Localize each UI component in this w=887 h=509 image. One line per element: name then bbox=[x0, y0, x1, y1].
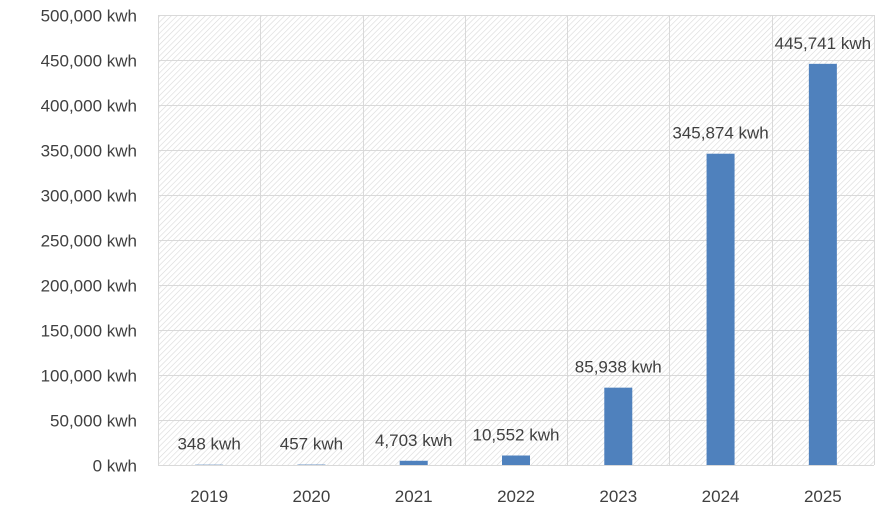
y-tick-label: 100,000 kwh bbox=[41, 367, 137, 386]
x-axis-tick-labels: 2019 2020 2021 2022 2023 2024 2025 bbox=[190, 487, 842, 506]
data-label: 457 kwh bbox=[280, 435, 343, 454]
bar-2021 bbox=[399, 460, 428, 465]
y-tick-label: 450,000 kwh bbox=[41, 52, 137, 71]
y-tick-label: 150,000 kwh bbox=[41, 322, 137, 341]
y-axis-tick-labels: 0 kwh 50,000 kwh 100,000 kwh 150,000 kwh 200… bbox=[41, 7, 137, 476]
x-tick-label: 2023 bbox=[599, 487, 637, 506]
y-tick-label: 300,000 kwh bbox=[41, 187, 137, 206]
y-tick-label: 50,000 kwh bbox=[50, 412, 137, 431]
y-tick-label: 500,000 kwh bbox=[41, 7, 137, 26]
bar-2023 bbox=[604, 387, 633, 465]
x-tick-label: 2019 bbox=[190, 487, 228, 506]
x-tick-label: 2024 bbox=[702, 487, 740, 506]
x-tick-label: 2025 bbox=[804, 487, 842, 506]
y-tick-label: 350,000 kwh bbox=[41, 142, 137, 161]
y-tick-label: 0 kwh bbox=[93, 457, 137, 476]
bar-2022 bbox=[502, 455, 530, 465]
y-tick-label: 250,000 kwh bbox=[41, 232, 137, 251]
y-tick-label: 200,000 kwh bbox=[41, 277, 137, 296]
x-tick-label: 2021 bbox=[395, 487, 433, 506]
data-label: 85,938 kwh bbox=[575, 358, 662, 377]
data-label: 10,552 kwh bbox=[473, 426, 560, 445]
data-label: 348 kwh bbox=[177, 435, 240, 454]
bar-2025 bbox=[808, 63, 837, 465]
bar-2024 bbox=[706, 153, 735, 466]
y-tick-label: 400,000 kwh bbox=[41, 97, 137, 116]
data-labels: 348 kwh 457 kwh 4,703 kwh 10,552 kwh 85,938 … bbox=[177, 34, 871, 454]
data-label: 445,741 kwh bbox=[775, 34, 871, 53]
x-tick-label: 2022 bbox=[497, 487, 535, 506]
bars bbox=[195, 63, 837, 466]
gridlines bbox=[158, 15, 875, 466]
data-label: 4,703 kwh bbox=[375, 431, 453, 450]
data-label: 345,874 kwh bbox=[672, 124, 768, 143]
x-tick-label: 2020 bbox=[293, 487, 331, 506]
